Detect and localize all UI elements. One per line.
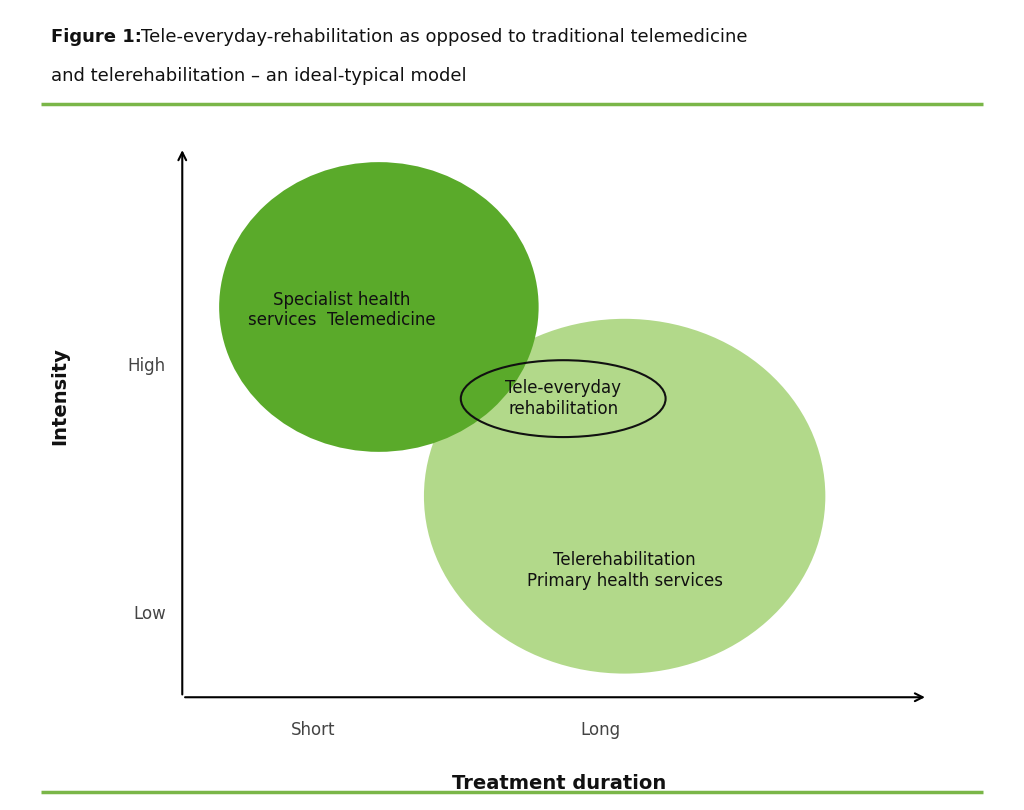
Text: Low: Low bbox=[133, 605, 166, 624]
Text: Specialist health
services  Telemedicine: Specialist health services Telemedicine bbox=[248, 291, 436, 330]
Ellipse shape bbox=[219, 162, 539, 452]
Text: High: High bbox=[128, 357, 166, 375]
Text: and telerehabilitation – an ideal-typical model: and telerehabilitation – an ideal-typica… bbox=[51, 67, 467, 85]
Text: Short: Short bbox=[291, 721, 336, 739]
Text: Tele-everyday
rehabilitation: Tele-everyday rehabilitation bbox=[505, 379, 622, 418]
Text: Tele-everyday-rehabilitation as opposed to traditional telemedicine: Tele-everyday-rehabilitation as opposed … bbox=[141, 28, 748, 46]
Text: Telerehabilitation
Primary health services: Telerehabilitation Primary health servic… bbox=[526, 551, 723, 590]
Text: Figure 1:: Figure 1: bbox=[51, 28, 142, 46]
Ellipse shape bbox=[424, 319, 825, 674]
Text: Long: Long bbox=[580, 721, 621, 739]
Text: Intensity: Intensity bbox=[50, 347, 69, 445]
Text: Treatment duration: Treatment duration bbox=[452, 774, 667, 793]
